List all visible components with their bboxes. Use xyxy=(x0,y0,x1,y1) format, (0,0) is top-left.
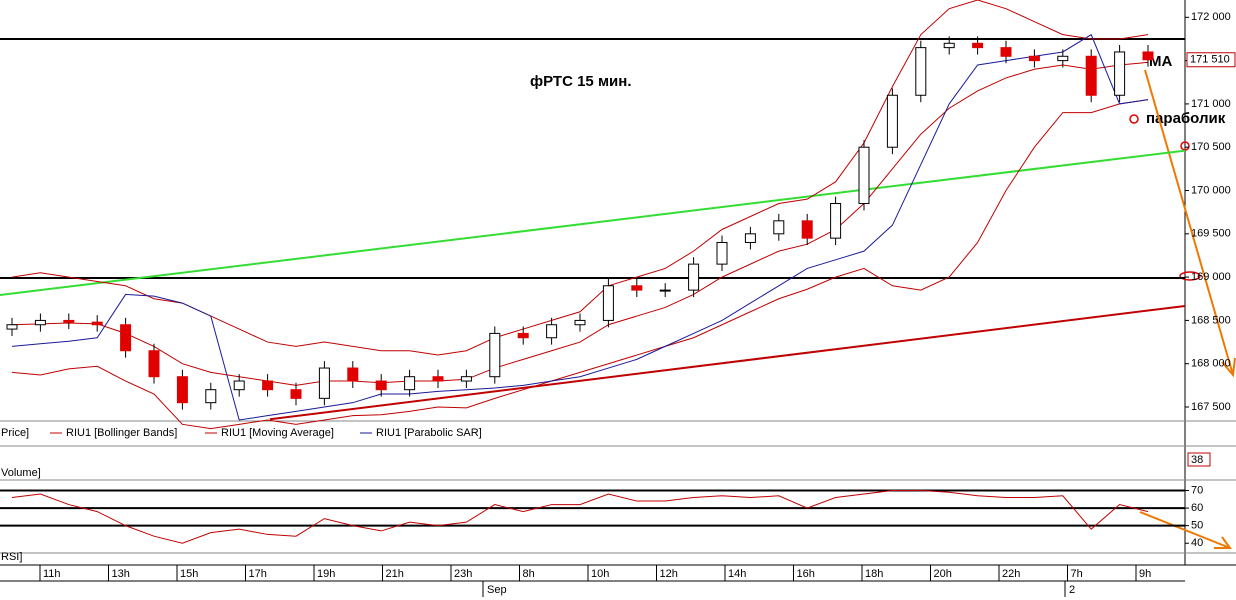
candle-body xyxy=(1085,55,1097,96)
date-label: 2 xyxy=(1069,584,1075,596)
y-tick-label: 170 000 xyxy=(1191,184,1231,196)
rsi-line xyxy=(11,490,1149,544)
y-tick-label: 168 000 xyxy=(1191,358,1231,370)
legend-label: RIU1 [Bollinger Bands] xyxy=(66,427,177,439)
candle-body xyxy=(63,319,75,323)
candle-body xyxy=(1028,55,1040,62)
candle-body xyxy=(830,203,842,239)
annotation: параболик xyxy=(1146,110,1226,127)
candle-body xyxy=(6,324,18,330)
y-tick-label: 171 000 xyxy=(1191,98,1231,110)
candle-body xyxy=(176,376,188,404)
legend-label: RIU1 [Parabolic SAR] xyxy=(376,427,482,439)
x-tick-label: 21h xyxy=(386,568,404,580)
candle-body xyxy=(1000,47,1012,57)
x-tick-label: 19h xyxy=(317,568,335,580)
last-price-label: 171 510 xyxy=(1190,54,1230,66)
candle-body xyxy=(290,389,302,399)
x-tick-label: 8h xyxy=(523,568,535,580)
candle-body xyxy=(1114,51,1126,96)
candle-body xyxy=(858,146,870,205)
candle-body xyxy=(318,367,330,399)
candle-body xyxy=(744,233,756,243)
candle-body xyxy=(148,350,160,378)
candle-body xyxy=(404,376,416,391)
candle-body xyxy=(489,332,501,378)
rsi-tick-label: 70 xyxy=(1191,484,1203,496)
y-tick-label: 168 500 xyxy=(1191,314,1231,326)
rsi-tick-label: 40 xyxy=(1191,537,1203,549)
candle-body xyxy=(517,332,529,339)
candle-body xyxy=(801,220,813,239)
moving-average xyxy=(11,61,1149,386)
x-tick-label: 11h xyxy=(43,568,61,580)
candle-body xyxy=(432,376,444,382)
candle-body xyxy=(91,321,103,326)
chart-title: фРТС 15 мин. xyxy=(530,73,632,90)
y-tick-label: 170 500 xyxy=(1191,141,1231,153)
candle-body xyxy=(205,389,217,404)
arrows xyxy=(1139,69,1236,549)
panel-label: Price] xyxy=(1,427,29,439)
candle-body xyxy=(120,324,132,352)
x-tick-label: 10h xyxy=(591,568,609,580)
candle-body xyxy=(1142,51,1154,61)
markers xyxy=(1129,114,1201,281)
annotation: МА xyxy=(1149,53,1172,70)
candle-body xyxy=(688,263,700,291)
x-tick-label: 12h xyxy=(660,568,678,580)
candle-body xyxy=(886,94,898,148)
candle-body xyxy=(602,285,614,321)
trend-line xyxy=(269,304,1186,421)
x-tick-label: 16h xyxy=(797,568,815,580)
x-tick-label: 20h xyxy=(934,568,952,580)
candle-body xyxy=(375,380,387,391)
x-tick-label: 17h xyxy=(249,568,267,580)
date-label: Sep xyxy=(487,584,507,596)
x-tick-label: 23h xyxy=(454,568,472,580)
y-tick-label: 169 000 xyxy=(1191,271,1231,283)
candle-body xyxy=(773,220,785,235)
legend-label: RIU1 [Moving Average] xyxy=(221,427,334,439)
candle-body xyxy=(546,324,558,339)
candle-body xyxy=(631,285,643,291)
candle-body xyxy=(716,241,728,265)
candle-body xyxy=(347,367,359,382)
x-tick-label: 7h xyxy=(1071,568,1083,580)
x-tick-label: 14h xyxy=(728,568,746,580)
candle-body xyxy=(262,380,274,391)
candle-body xyxy=(1057,55,1069,62)
bollinger-lower xyxy=(11,99,1149,430)
x-tick-label: 18h xyxy=(865,568,883,580)
y-tick-label: 169 500 xyxy=(1191,228,1231,240)
volume-label: 38 xyxy=(1191,454,1203,466)
candle-body xyxy=(915,47,927,96)
candle-body xyxy=(972,42,984,49)
rsi-tick-label: 50 xyxy=(1191,520,1203,532)
x-tick-label: 22h xyxy=(1002,568,1020,580)
x-tick-label: 13h xyxy=(112,568,130,580)
rsi-tick-label: 60 xyxy=(1191,502,1203,514)
volume-box xyxy=(1187,452,1211,467)
parabolic-sar xyxy=(11,33,1149,421)
last-price-box xyxy=(1186,52,1236,68)
y-tick-label: 172 000 xyxy=(1191,11,1231,23)
candle-body xyxy=(574,319,586,326)
candle-body xyxy=(34,319,46,326)
candle-body xyxy=(659,289,671,292)
x-tick-label: 9h xyxy=(1139,568,1151,580)
panel-label: RSI] xyxy=(1,551,22,563)
x-tick-label: 15h xyxy=(180,568,198,580)
candle-body xyxy=(943,42,955,49)
candle-body xyxy=(233,380,245,391)
trend-line xyxy=(0,149,1186,296)
candle-body xyxy=(460,376,472,382)
panel-label: Volume] xyxy=(1,467,41,479)
y-tick-label: 167 500 xyxy=(1191,401,1231,413)
